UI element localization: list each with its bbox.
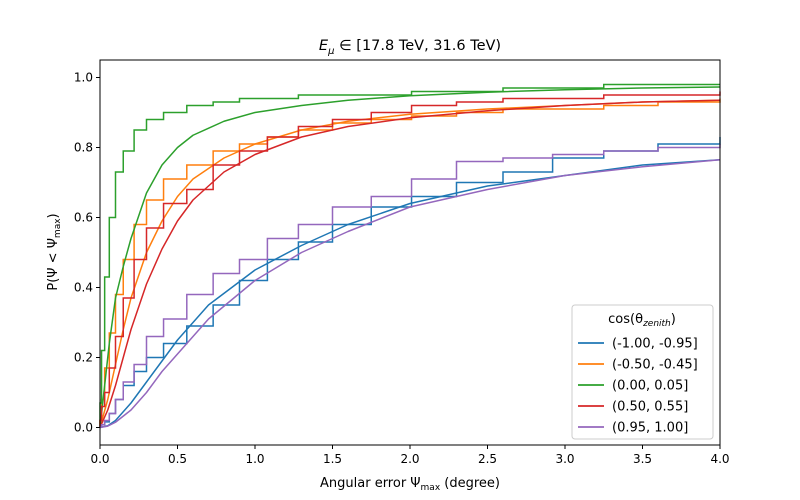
x-tick-label: 1.5 [323,452,342,466]
x-tick-label: 1.0 [245,452,264,466]
x-tick-label: 2.0 [400,452,419,466]
series-2 [99,83,721,428]
series-4 [99,144,721,429]
legend-entry-label: (-0.50, -0.45] [612,358,698,373]
legend: cos(θzenith) (-1.00, -0.95] (-0.50, -0.45… [571,304,714,440]
series-fit-curve [99,159,721,429]
x-tick-label: 3.5 [633,452,652,466]
x-tick-label: 2.5 [478,452,497,466]
legend-title: cos(θzenith) [608,312,676,329]
y-tick-label: 0.4 [74,281,93,295]
x-tick-label: 3.0 [555,452,574,466]
series-fit-curve [99,99,721,428]
plot-area [99,83,721,429]
series-step-line [99,144,721,428]
y-axis: 0.0 0.2 0.4 0.6 0.8 1.0 [74,71,100,435]
series-step-line [99,91,721,428]
legend-entry-label: (-1.00, -0.95] [612,337,698,352]
series-fit-curve [99,99,721,428]
series-fit-curve [99,86,721,428]
legend-entry-label: (0.95, 1.00] [612,421,688,436]
chart-title: Eμ ∈ [17.8 TeV, 31.6 TeV) [319,38,501,57]
series-fit-curve [99,159,721,429]
y-axis-label: P(Ψ < Ψmax) [46,213,63,290]
y-tick-label: 0.6 [74,211,93,225]
legend-entry-label: (0.00, 0.05] [612,379,688,394]
legend-items: (-1.00, -0.95] (-0.50, -0.45] (0.00, 0.05]… [578,337,698,436]
y-tick-label: 0.0 [74,421,93,435]
y-tick-label: 0.8 [74,141,93,155]
series-3 [99,91,721,428]
x-tick-label: 0.5 [168,452,187,466]
x-axis: 0.0 0.5 1.0 1.5 2.0 2.5 3.0 3.5 4.0 [90,445,730,466]
legend-box [571,304,714,440]
x-tick-label: 4.0 [710,452,729,466]
x-tick-label: 0.0 [90,452,109,466]
legend-entry-label: (0.50, 0.55] [612,400,688,415]
y-tick-label: 0.2 [74,351,93,365]
y-tick-label: 1.0 [74,71,93,85]
x-axis-label: Angular error Ψmax (degree) [320,476,500,493]
